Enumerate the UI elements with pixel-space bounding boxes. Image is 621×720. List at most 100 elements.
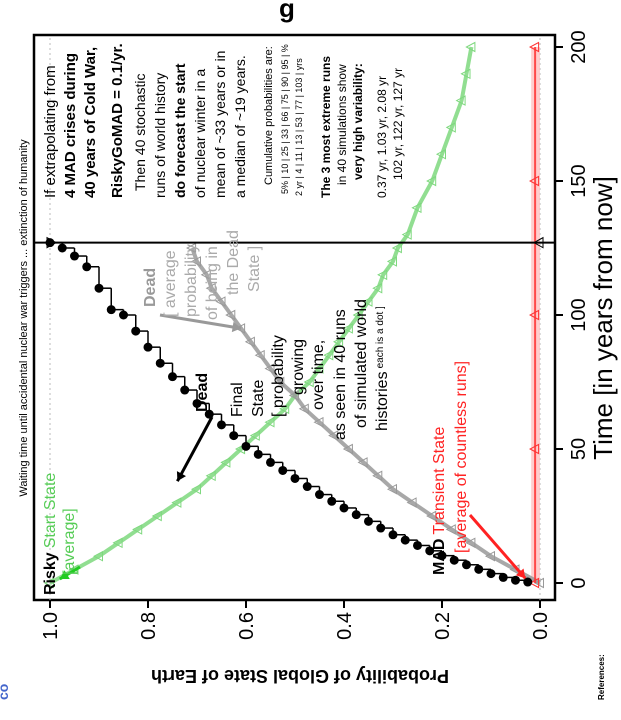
y-tick-label: 0.4: [334, 612, 356, 640]
risky-line2: [average]: [61, 508, 78, 575]
risky-series-marker: [43, 577, 54, 589]
risky-series-marker: [92, 550, 103, 562]
info-box-marker-top: [46, 236, 58, 249]
run-dot: [339, 503, 349, 513]
risky-label: Risky Start State: [42, 473, 59, 595]
risky-series-marker: [411, 202, 422, 214]
risky-series-marker: [190, 483, 201, 495]
mad-series-marker: [529, 577, 540, 589]
dead-final-l6: of simulated world: [353, 299, 370, 428]
side-snippet: co: [0, 684, 11, 700]
info-extreme-l0: The 3 most extreme runs: [319, 56, 333, 198]
info-extreme-l3: 0.37 yr, 1.03 yr, 2.08 yr: [375, 76, 389, 198]
dead-final-l2: [ probability: [270, 335, 287, 417]
dead-series-marker: [445, 524, 456, 535]
dead-avg-arrow-head: [231, 321, 242, 333]
dead-series-marker: [288, 390, 299, 401]
dead-series-marker: [215, 296, 226, 307]
dead-series-marker: [484, 550, 495, 562]
dead-final-l5: as seen in 40 runs: [332, 309, 349, 440]
dead-series-marker: [274, 376, 285, 388]
dead-avg-l0: [ average: [162, 250, 179, 317]
dead-final-arrow: [176, 416, 214, 482]
risky-bold: Risky: [42, 552, 59, 595]
risky-line1: Start State: [42, 473, 59, 549]
series-layer: [43, 41, 544, 589]
info-p2-l4: mean of ~33 years or in: [212, 51, 228, 198]
annotations-layer: Waiting time until accidental nuclear wa…: [18, 43, 618, 686]
dead-series-marker: [533, 577, 544, 589]
x-tick-label: 0: [568, 577, 590, 588]
x-tick-label: 150: [568, 164, 590, 197]
dead-final-l3: growing: [290, 339, 307, 395]
risky-series-marker: [386, 256, 397, 267]
dead-avg-l2: of being in: [204, 246, 221, 320]
ticks-layer: 0 50 100 150 200 0.0 0.2 0.4 0.6 0.8 1.0: [40, 30, 590, 640]
info-cum-row1: 5% | 10 | 25 | 33 | 66 | 75 | 90 | 95 | …: [280, 44, 290, 194]
dead-final-bold: Dead: [194, 373, 211, 412]
risky-series-marker: [205, 470, 216, 482]
dead-series-marker: [342, 443, 353, 455]
dead-avg-l4: State ]: [246, 246, 263, 292]
risky-series-marker: [460, 68, 471, 80]
mad-series-marker: [529, 175, 540, 187]
risky-series-marker: [465, 41, 476, 53]
info-extreme-l4: 102 yr, 122 yr, 127 yr: [391, 68, 405, 180]
y-tick-label: 0.8: [138, 612, 160, 640]
info-p2-l0: Then 40 stochastic: [132, 73, 148, 191]
dead-series-marker: [190, 256, 201, 267]
info-p1-l0: If extrapolating from: [42, 65, 59, 198]
risky-series-marker: [342, 323, 353, 334]
run-dot: [388, 530, 398, 540]
info-cum-title: Cumulative probabilities are:: [263, 46, 275, 185]
risky-series-marker: [401, 229, 412, 240]
risky-series-marker: [151, 510, 162, 522]
risky-series-marker: [303, 376, 314, 388]
risky-series-marker: [435, 148, 446, 160]
run-dot: [474, 564, 484, 574]
risky-series-marker: [249, 430, 260, 441]
y-tick-label: 0.2: [432, 612, 454, 640]
y-tick-label: 0.0: [530, 612, 552, 640]
risky-series-marker: [264, 416, 275, 428]
dead-series-marker: [298, 403, 309, 415]
info-p2-l1: runs of world history: [152, 73, 168, 198]
dead-series-marker: [313, 416, 324, 428]
dead-final-small: each is a dot ]: [375, 306, 386, 368]
info-p2-l2: do forecast the start: [172, 63, 188, 198]
dead-final-l7: histories each is a dot ]: [374, 306, 391, 431]
info-cum-row2: 2 yr | 4 | 11 | 13 | 53 | 77 | 103 | yrs: [294, 58, 304, 196]
dead-series-marker: [465, 537, 476, 549]
risky-series-marker: [377, 269, 388, 281]
dead-series-marker: [254, 349, 265, 361]
dead-avg-l1: probability: [183, 244, 200, 317]
x-tick-label: 200: [568, 30, 590, 63]
risky-series-line: [49, 46, 474, 585]
info-p2-l5: a median of ~19 years.: [232, 55, 248, 198]
risky-series-marker: [445, 122, 456, 133]
run-dot: [351, 510, 361, 520]
dead-series-marker: [357, 457, 368, 468]
dead-series-marker: [200, 269, 211, 281]
dead-avg-bold: Dead: [142, 268, 159, 307]
y-tick-label: 0.6: [236, 612, 258, 640]
risky-arrow-head: [59, 570, 70, 580]
mad-series-marker: [529, 41, 540, 53]
dead-series-marker: [235, 323, 246, 334]
header-snippet: g: [279, 0, 295, 23]
y-axis-label: Probability of Global State of Earth: [151, 666, 449, 686]
dead-final-l7-text: histories: [374, 371, 391, 431]
mad-series-marker: [529, 309, 540, 321]
risky-series-marker: [391, 242, 402, 254]
dead-final-l0: Final: [229, 382, 246, 417]
risky-series-marker: [132, 524, 143, 535]
info-p2-l3: of nuclear winter in a: [192, 69, 208, 198]
info-extreme-l2: very high variability:: [351, 63, 365, 180]
risky-series-marker: [333, 336, 344, 348]
mad-line2: [average of countless runs]: [453, 361, 470, 553]
plot-frame: [32, 33, 557, 602]
dead-series-marker: [225, 309, 236, 321]
x-axis-label: Time [in years from now]: [588, 176, 618, 460]
